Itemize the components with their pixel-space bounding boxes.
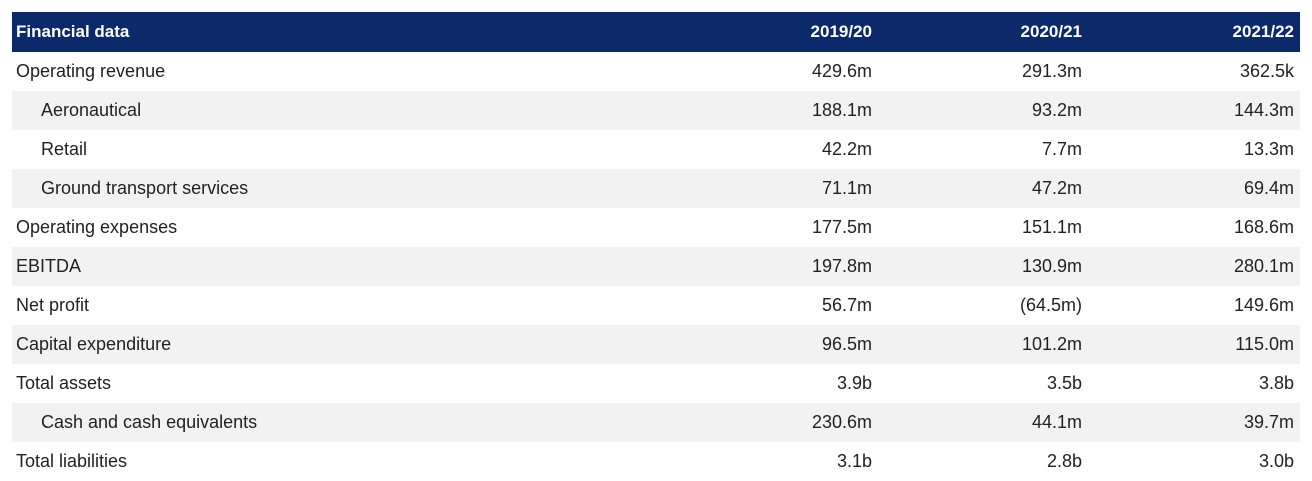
row-value-year-1: 429.6m xyxy=(811,61,872,81)
row-label: Retail xyxy=(41,139,88,159)
row-value-year-1: 3.1b xyxy=(836,451,872,471)
row-value-year-3: 115.0m xyxy=(1235,334,1294,354)
row-value-year-2: 151.1m xyxy=(1021,217,1082,237)
row-value-year-2: 7.7m xyxy=(1041,139,1082,159)
row-value-year-2: 2.8b xyxy=(1046,451,1082,471)
row-value-year-2: 3.5b xyxy=(1046,373,1082,393)
row-value-year-3: 13.3m xyxy=(1243,139,1294,159)
row-label: Net profit xyxy=(16,295,90,315)
table-row: Operating expenses 177.5m 151.1m 168.6m xyxy=(12,208,1300,247)
row-label: Ground transport services xyxy=(41,178,249,198)
table-row: Total liabilities 3.1b 2.8b 3.0b xyxy=(12,442,1300,481)
table-row: EBITDA 197.8m 130.9m 280.1m xyxy=(12,247,1300,286)
table-row: Aeronautical 188.1m 93.2m 144.3m xyxy=(12,91,1300,130)
row-value-year-2: 47.2m xyxy=(1031,178,1082,198)
row-value-year-1: 96.5m xyxy=(821,334,872,354)
table-header-row: Financial data 2019/20 2020/21 2021/22 xyxy=(12,12,1300,52)
row-value-year-3: 280.1m xyxy=(1233,256,1294,276)
table-row: Operating revenue 429.6m 291.3m 362.5k xyxy=(12,52,1300,91)
row-value-year-2: 130.9m xyxy=(1021,256,1082,276)
header-year-3: 2021/22 xyxy=(1232,22,1294,41)
header-year-2: 2020/21 xyxy=(1020,22,1082,41)
row-label: Operating expenses xyxy=(16,217,178,237)
row-value-year-3: 362.5k xyxy=(1239,61,1294,81)
table-row: Ground transport services 71.1m 47.2m 69.4m xyxy=(12,169,1300,208)
row-label: Aeronautical xyxy=(41,100,142,120)
row-value-year-1: 197.8m xyxy=(811,256,872,276)
row-value-year-3: 144.3m xyxy=(1233,100,1294,120)
row-value-year-1: 230.6m xyxy=(811,412,872,432)
header-year-1: 2019/20 xyxy=(810,22,872,41)
row-value-year-3: 149.6m xyxy=(1233,295,1294,315)
row-value-year-2: 101.2m xyxy=(1021,334,1082,354)
row-value-year-3: 168.6m xyxy=(1233,217,1294,237)
row-label: Cash and cash equivalents xyxy=(41,412,258,432)
row-value-year-2: 44.1m xyxy=(1031,412,1082,432)
row-label: Total liabilities xyxy=(16,451,128,471)
row-value-year-1: 71.1m xyxy=(821,178,872,198)
row-value-year-1: 3.9b xyxy=(836,373,872,393)
table-row: Net profit 56.7m (64.5m) 149.6m xyxy=(12,286,1300,325)
row-value-year-1: 188.1m xyxy=(811,100,872,120)
table-row: Cash and cash equivalents 230.6m 44.1m 39.7… xyxy=(12,403,1300,442)
financial-data-table: Financial data 2019/20 2020/21 2021/22 O… xyxy=(12,12,1300,481)
header-label: Financial data xyxy=(16,22,130,41)
row-label: Operating revenue xyxy=(16,61,166,81)
row-value-year-1: 42.2m xyxy=(821,139,872,159)
row-label: Total assets xyxy=(16,373,112,393)
financial-data-table-container: Financial data 2019/20 2020/21 2021/22 O… xyxy=(12,12,1300,481)
row-value-year-2: 93.2m xyxy=(1031,100,1082,120)
row-value-year-3: 39.7m xyxy=(1243,412,1294,432)
row-value-year-1: 177.5m xyxy=(811,217,872,237)
row-label: Capital expenditure xyxy=(16,334,172,354)
table-row: Capital expenditure 96.5m 101.2m 115.0m xyxy=(12,325,1300,364)
row-value-year-2: (64.5m) xyxy=(1019,295,1082,315)
row-value-year-1: 56.7m xyxy=(821,295,872,315)
row-value-year-3: 69.4m xyxy=(1243,178,1294,198)
row-value-year-2: 291.3m xyxy=(1021,61,1082,81)
table-body: Operating revenue 429.6m 291.3m 362.5k Aeron… xyxy=(12,52,1300,481)
row-value-year-3: 3.8b xyxy=(1258,373,1294,393)
table-row: Total assets 3.9b 3.5b 3.8b xyxy=(12,364,1300,403)
row-label: EBITDA xyxy=(16,256,82,276)
row-value-year-3: 3.0b xyxy=(1258,451,1294,471)
table-row: Retail 42.2m 7.7m 13.3m xyxy=(12,130,1300,169)
